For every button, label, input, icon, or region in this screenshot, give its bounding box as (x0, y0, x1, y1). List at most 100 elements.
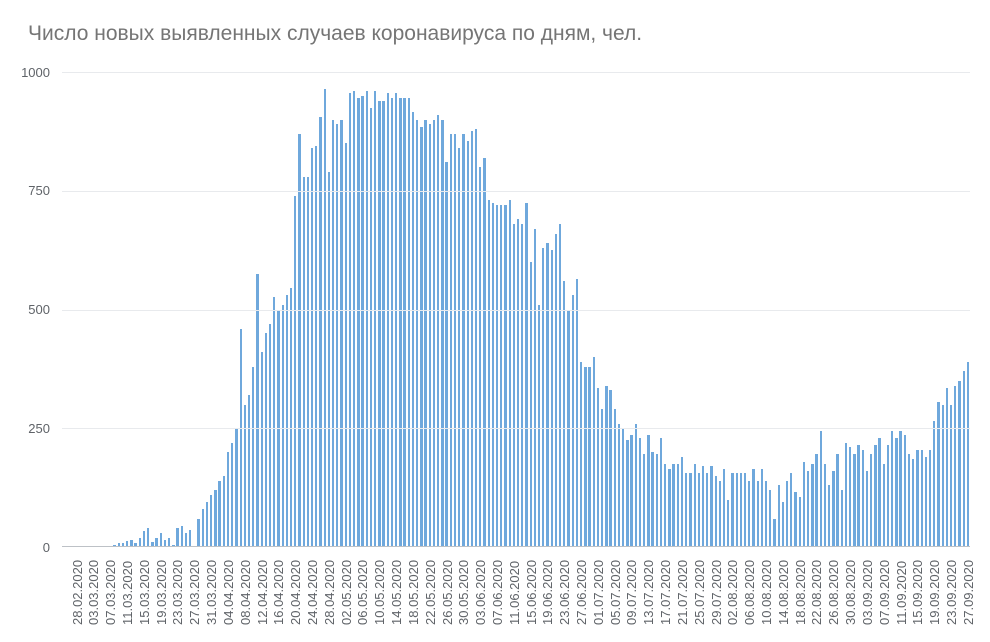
bar (630, 435, 632, 547)
bar (206, 502, 208, 547)
bar (773, 519, 775, 548)
bar (576, 279, 578, 547)
x-tick-label: 03.03.2020 (86, 560, 101, 625)
x-tick-label: 06.05.2020 (355, 560, 370, 625)
bar (261, 352, 263, 547)
bar (899, 431, 901, 547)
bar (340, 120, 342, 548)
bar (950, 405, 952, 548)
bar (403, 98, 405, 547)
bar (740, 473, 742, 547)
x-tick-label: 23.03.2020 (170, 560, 185, 625)
bar (441, 120, 443, 548)
bar (458, 148, 460, 547)
bar (420, 127, 422, 547)
y-tick-label: 500 (0, 302, 50, 317)
x-tick-label: 18.05.2020 (406, 560, 421, 625)
bar (248, 395, 250, 547)
bar (794, 492, 796, 547)
x-tick-label: 25.07.2020 (692, 560, 707, 625)
bar (921, 450, 923, 547)
x-tick-label: 07.03.2020 (103, 560, 118, 625)
bar (836, 454, 838, 547)
bar (588, 367, 590, 548)
x-tick-label: 22.08.2020 (809, 560, 824, 625)
bar (618, 424, 620, 548)
bar (942, 405, 944, 548)
bar (378, 101, 380, 548)
bar (218, 481, 220, 548)
x-tick-label: 09.07.2020 (624, 560, 639, 625)
bar (471, 131, 473, 547)
bar (731, 473, 733, 547)
x-tick-label: 14.08.2020 (776, 560, 791, 625)
bar (214, 490, 216, 547)
x-tick-label: 07.06.2020 (490, 560, 505, 625)
bar (605, 386, 607, 548)
bar (509, 200, 511, 547)
bar (811, 464, 813, 547)
bar (488, 200, 490, 547)
bar (336, 124, 338, 547)
bar (328, 172, 330, 547)
bar (147, 528, 149, 547)
bar (614, 409, 616, 547)
bar (546, 243, 548, 547)
bar (160, 533, 162, 547)
bar (555, 234, 557, 548)
bar (593, 357, 595, 547)
x-tick-label: 29.07.2020 (709, 560, 724, 625)
chart-container: Число новых выявленных случаев коронавир… (0, 0, 990, 642)
bar (504, 205, 506, 547)
bar (399, 98, 401, 547)
bar (269, 324, 271, 547)
bar (857, 445, 859, 547)
bar (866, 471, 868, 547)
bar (265, 333, 267, 547)
bar (820, 431, 822, 547)
x-tick-label: 01.07.2020 (591, 560, 606, 625)
bar (324, 89, 326, 547)
bar (769, 490, 771, 547)
bar (395, 93, 397, 547)
bar (828, 485, 830, 547)
x-tick-label: 11.03.2020 (120, 561, 135, 625)
bar (958, 381, 960, 547)
axis-baseline (62, 546, 970, 547)
bar (210, 495, 212, 547)
bar (647, 435, 649, 547)
x-tick-label: 17.07.2020 (658, 560, 673, 625)
bar (912, 459, 914, 547)
x-tick-label: 02.05.2020 (339, 560, 354, 625)
bar (672, 464, 674, 547)
x-tick-label: 22.05.2020 (423, 560, 438, 625)
bar (416, 120, 418, 548)
bar (530, 262, 532, 547)
x-tick-label: 07.09.2020 (877, 560, 892, 625)
bar (643, 454, 645, 547)
bar (874, 445, 876, 547)
x-tick-label: 26.05.2020 (440, 560, 455, 625)
x-tick-label: 14.05.2020 (389, 560, 404, 625)
bar (286, 295, 288, 547)
bar (572, 295, 574, 547)
x-tick-label: 19.09.2020 (927, 560, 942, 625)
bar (235, 428, 237, 547)
bar (719, 481, 721, 548)
bar (883, 464, 885, 547)
bar (584, 367, 586, 548)
bar (752, 469, 754, 547)
bar (845, 443, 847, 548)
bar (353, 91, 355, 547)
bar (240, 329, 242, 548)
bar (660, 438, 662, 547)
x-tick-label: 13.07.2020 (641, 560, 656, 625)
bar (437, 115, 439, 547)
bar (685, 473, 687, 547)
grid-line (62, 428, 970, 429)
bar (424, 120, 426, 548)
bar (698, 473, 700, 547)
bar (807, 471, 809, 547)
plot-area: 0250500750100028.02.202003.03.202007.03.… (62, 72, 970, 547)
bar (765, 481, 767, 548)
